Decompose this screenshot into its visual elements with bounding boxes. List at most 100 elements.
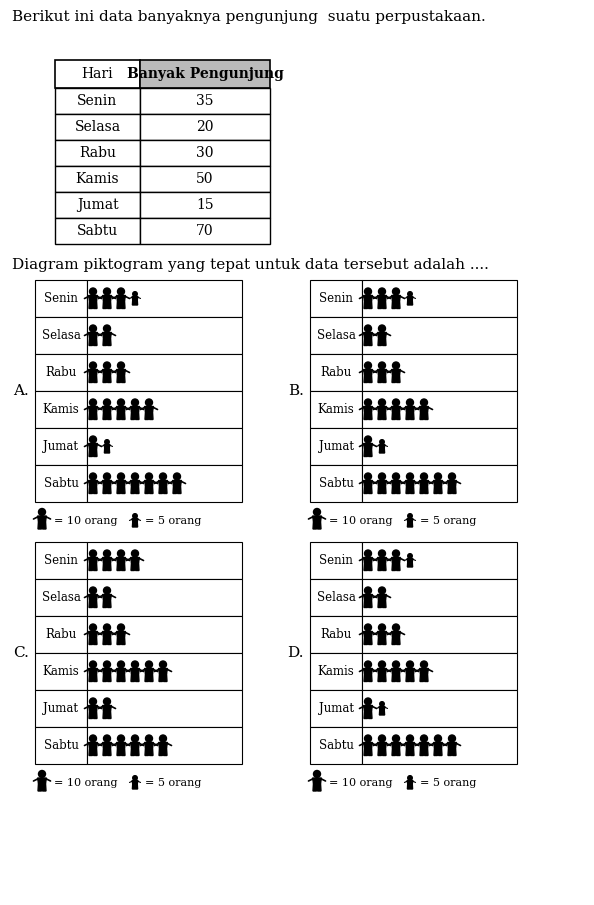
Text: 50: 50 <box>196 172 214 186</box>
Circle shape <box>406 661 413 668</box>
Circle shape <box>39 770 46 777</box>
Polygon shape <box>378 412 382 420</box>
Text: Rabu: Rabu <box>320 366 352 379</box>
Text: B.: B. <box>288 384 304 398</box>
Polygon shape <box>364 636 368 644</box>
Circle shape <box>393 550 400 557</box>
Circle shape <box>90 399 96 406</box>
Bar <box>310 280 362 317</box>
Polygon shape <box>104 444 110 448</box>
Circle shape <box>380 440 384 444</box>
Polygon shape <box>392 485 396 493</box>
Bar <box>55 166 140 192</box>
Polygon shape <box>131 412 135 420</box>
Polygon shape <box>410 673 414 681</box>
Circle shape <box>378 473 386 480</box>
Polygon shape <box>121 412 125 420</box>
Polygon shape <box>380 710 382 715</box>
Bar <box>310 579 362 616</box>
Bar <box>362 317 517 354</box>
Polygon shape <box>383 636 386 644</box>
Polygon shape <box>391 669 400 673</box>
Circle shape <box>103 735 110 742</box>
Bar <box>140 60 270 88</box>
Text: Sabtu: Sabtu <box>43 477 78 490</box>
Bar <box>55 218 140 244</box>
Polygon shape <box>392 748 396 756</box>
Bar <box>362 653 517 690</box>
Polygon shape <box>383 485 386 493</box>
Circle shape <box>378 587 386 594</box>
Polygon shape <box>159 748 163 756</box>
Polygon shape <box>121 300 125 309</box>
Circle shape <box>378 399 386 406</box>
Polygon shape <box>131 557 140 563</box>
Circle shape <box>131 550 138 557</box>
Polygon shape <box>121 673 125 681</box>
Circle shape <box>393 288 400 295</box>
Polygon shape <box>89 375 93 383</box>
Polygon shape <box>410 485 414 493</box>
Polygon shape <box>383 412 386 420</box>
Polygon shape <box>121 636 125 644</box>
Bar <box>362 727 517 764</box>
Bar <box>35 727 87 764</box>
Circle shape <box>393 473 400 480</box>
Circle shape <box>365 436 371 443</box>
Text: Senin: Senin <box>319 554 353 567</box>
Polygon shape <box>103 406 112 412</box>
Circle shape <box>378 362 386 369</box>
Polygon shape <box>410 522 413 527</box>
Polygon shape <box>163 485 167 493</box>
Polygon shape <box>163 748 167 756</box>
Polygon shape <box>89 632 97 636</box>
Polygon shape <box>364 632 372 636</box>
Bar <box>35 391 87 428</box>
Polygon shape <box>135 673 139 681</box>
Circle shape <box>146 399 153 406</box>
Bar <box>362 354 517 391</box>
Circle shape <box>421 473 428 480</box>
Bar <box>310 465 362 502</box>
Polygon shape <box>406 742 415 748</box>
Text: Banyak Pengunjung: Banyak Pengunjung <box>127 67 283 81</box>
Polygon shape <box>410 562 413 567</box>
Polygon shape <box>364 300 368 309</box>
Circle shape <box>103 587 110 594</box>
Polygon shape <box>132 297 138 300</box>
Polygon shape <box>172 481 182 485</box>
Polygon shape <box>107 448 110 453</box>
Polygon shape <box>132 300 135 305</box>
Polygon shape <box>42 783 46 791</box>
Polygon shape <box>131 669 140 673</box>
Circle shape <box>131 473 138 480</box>
Text: Jumat: Jumat <box>318 702 353 715</box>
Polygon shape <box>144 742 153 748</box>
Polygon shape <box>410 412 414 420</box>
Text: Sabtu: Sabtu <box>318 477 353 490</box>
Polygon shape <box>116 632 125 636</box>
Polygon shape <box>407 522 410 527</box>
Bar <box>362 690 517 727</box>
Polygon shape <box>383 563 386 570</box>
Circle shape <box>378 661 386 668</box>
Bar <box>310 690 362 727</box>
Circle shape <box>406 473 413 480</box>
Circle shape <box>407 514 412 519</box>
Polygon shape <box>364 296 372 300</box>
Bar <box>310 727 362 764</box>
Polygon shape <box>93 449 97 456</box>
Polygon shape <box>173 485 176 493</box>
Polygon shape <box>117 412 121 420</box>
Polygon shape <box>406 669 415 673</box>
Polygon shape <box>317 783 321 791</box>
Polygon shape <box>93 599 97 607</box>
Text: 15: 15 <box>196 198 214 212</box>
Polygon shape <box>364 485 368 493</box>
Polygon shape <box>108 599 111 607</box>
Polygon shape <box>144 481 153 485</box>
Polygon shape <box>364 443 372 449</box>
Circle shape <box>160 473 166 480</box>
Bar <box>35 579 87 616</box>
Polygon shape <box>93 748 97 756</box>
